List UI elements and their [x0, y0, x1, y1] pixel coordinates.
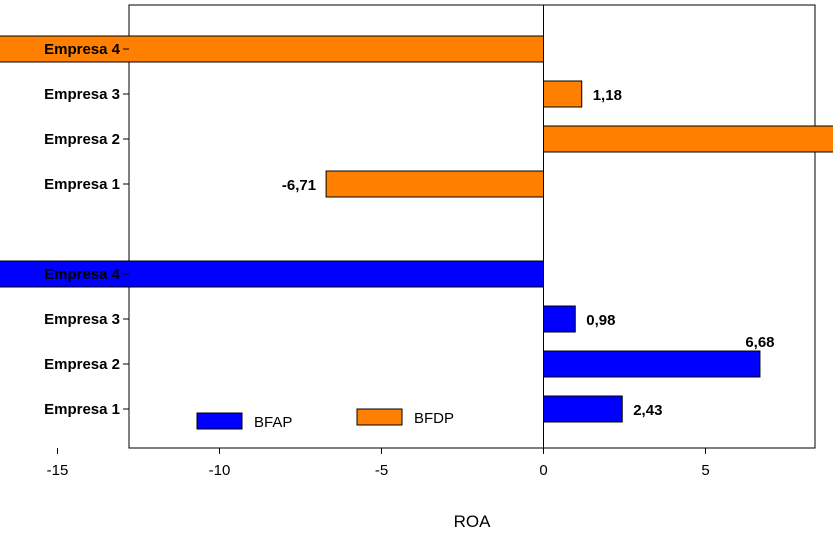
- bar-bfap-empresa-4: [0, 260, 544, 288]
- bars-group: [0, 35, 833, 423]
- category-label: Empresa 3: [44, 311, 120, 328]
- x-tick-label: -15: [47, 462, 69, 479]
- bar-bfap-empresa-2: [543, 350, 761, 378]
- bar-bfdp-empresa-2: [543, 125, 833, 153]
- category-label: Empresa 1: [44, 401, 120, 418]
- bar-bfdp-empresa-1: [325, 170, 545, 198]
- x-tick-label: 0: [539, 462, 547, 479]
- plot-frame: [128, 4, 816, 449]
- bar-bfap-empresa-1: [543, 395, 623, 423]
- x-axis-ticks: -25-20-15-10-5051015: [47, 448, 710, 479]
- data-label: 1,18: [593, 87, 622, 104]
- legend-label-bfap: BFAP: [254, 414, 292, 431]
- bar-bfap-empresa-3: [543, 305, 576, 333]
- legend: BFAP BFDP: [196, 408, 454, 431]
- category-label: Empresa 2: [44, 356, 120, 373]
- legend-swatch-bfdp: [356, 408, 403, 426]
- category-label: Empresa 4: [44, 41, 121, 58]
- legend-label-bfdp: BFDP: [414, 410, 454, 427]
- category-label: Empresa 4: [44, 266, 121, 283]
- category-label: Empresa 1: [44, 176, 120, 193]
- x-tick-label: -5: [375, 462, 388, 479]
- data-label: -6,71: [282, 177, 316, 194]
- data-labels-group: -22,551,1815,75-6,71-23,760,986,682,43: [282, 87, 775, 419]
- data-label: 6,68: [745, 334, 774, 351]
- data-label: 2,43: [633, 402, 662, 419]
- x-tick-label: 5: [701, 462, 709, 479]
- category-label: Empresa 2: [44, 131, 120, 148]
- category-label: Empresa 3: [44, 86, 120, 103]
- data-label: 0,98: [586, 312, 615, 329]
- y-axis-ticks: Empresa 4 Empresa 3 Empresa 2 Empresa 1 Empr…: [44, 41, 129, 418]
- x-tick-label: -10: [209, 462, 231, 479]
- x-axis-title: ROA: [454, 512, 492, 531]
- legend-swatch-bfap: [196, 412, 243, 430]
- bar-bfdp-empresa-3: [543, 80, 583, 108]
